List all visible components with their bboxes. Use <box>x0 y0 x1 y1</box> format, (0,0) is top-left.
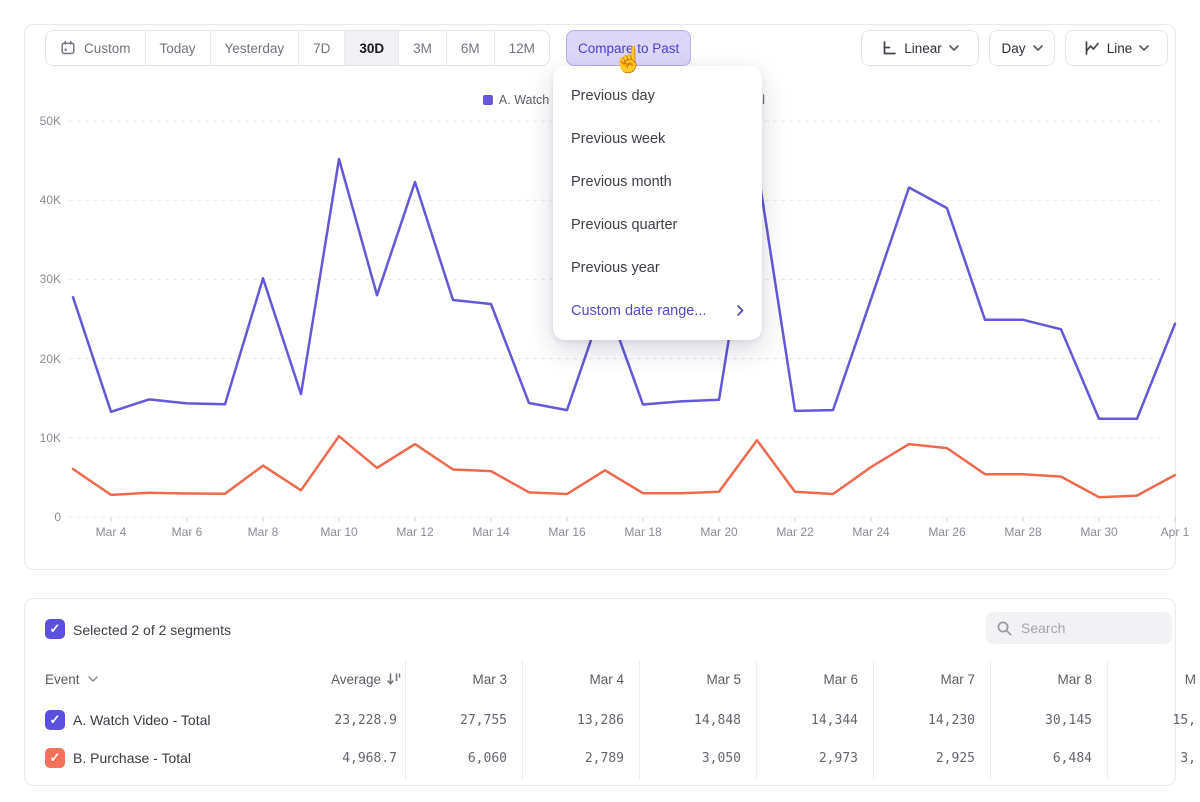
menu-item-previous-week[interactable]: Previous week <box>553 117 762 160</box>
date-column-header[interactable]: Mar 8 <box>990 659 1107 699</box>
legend-swatch <box>483 95 493 105</box>
cell-value: 14,230 <box>873 700 990 740</box>
date-column-header[interactable]: Mar 4 <box>522 659 639 699</box>
date-column-header[interactable]: Mar 3 <box>405 659 522 699</box>
compare-to-past-menu: Previous dayPrevious weekPrevious monthP… <box>553 66 762 340</box>
cell-value: 27,755 <box>405 700 522 740</box>
column-separator <box>990 661 991 779</box>
menu-item-custom-date-range[interactable]: Custom date range... <box>553 289 762 332</box>
cell-value: 6,484 <box>990 738 1107 778</box>
date-column-header-clipped[interactable]: M <box>1107 659 1196 699</box>
segments-card: Selected 2 of 2 segments Event Average M… <box>24 598 1176 786</box>
column-separator <box>522 661 523 779</box>
search-icon <box>996 620 1013 637</box>
segment-row-purchase[interactable]: B. Purchase - Total4,968.76,0602,7893,05… <box>25 738 1200 778</box>
table-header-row: Event Average Mar 3Mar 4Mar 5Mar 6Mar 7M… <box>25 659 1200 699</box>
cell-value: 30,145 <box>990 700 1107 740</box>
search-box <box>986 612 1172 644</box>
column-separator <box>1107 661 1108 779</box>
cell-value: 2,973 <box>756 738 873 778</box>
selected-segments-label: Selected 2 of 2 segments <box>73 622 231 638</box>
dashboard: CustomTodayYesterday7D30D3M6M12M Compare… <box>0 0 1200 802</box>
cell-value-clipped: 15, <box>1107 700 1196 740</box>
segment-label: A. Watch Video - Total <box>73 700 285 740</box>
menu-item-previous-month[interactable]: Previous month <box>553 160 762 203</box>
cell-value: 13,286 <box>522 700 639 740</box>
chevron-down-icon <box>88 676 98 682</box>
segment-row-watch-video[interactable]: A. Watch Video - Total23,228.927,75513,2… <box>25 700 1200 740</box>
sort-descending-icon[interactable] <box>386 672 401 686</box>
date-column-header[interactable]: Mar 5 <box>639 659 756 699</box>
average-value: 4,968.7 <box>285 738 401 778</box>
search-input[interactable] <box>1021 620 1151 636</box>
column-separator <box>873 661 874 779</box>
average-column-header[interactable]: Average <box>285 659 401 699</box>
cell-value: 14,848 <box>639 700 756 740</box>
select-all-checkbox[interactable] <box>45 619 65 639</box>
column-separator <box>405 661 406 779</box>
menu-item-previous-year[interactable]: Previous year <box>553 246 762 289</box>
cell-value-clipped: 3, <box>1107 738 1196 778</box>
date-column-header[interactable]: Mar 6 <box>756 659 873 699</box>
cell-value: 3,050 <box>639 738 756 778</box>
column-separator <box>756 661 757 779</box>
hand-cursor-icon <box>613 46 644 75</box>
segment-checkbox[interactable] <box>45 748 65 768</box>
cell-value: 2,789 <box>522 738 639 778</box>
column-separator <box>639 661 640 779</box>
cell-value: 2,925 <box>873 738 990 778</box>
cell-value: 14,344 <box>756 700 873 740</box>
date-column-header[interactable]: Mar 7 <box>873 659 990 699</box>
segment-label: B. Purchase - Total <box>73 738 285 778</box>
event-column-header[interactable]: Event <box>45 659 285 699</box>
segment-checkbox[interactable] <box>45 710 65 730</box>
average-value: 23,228.9 <box>285 700 401 740</box>
cell-value: 6,060 <box>405 738 522 778</box>
menu-item-previous-quarter[interactable]: Previous quarter <box>553 203 762 246</box>
menu-item-previous-day[interactable]: Previous day <box>553 74 762 117</box>
chevron-right-icon <box>737 305 744 316</box>
